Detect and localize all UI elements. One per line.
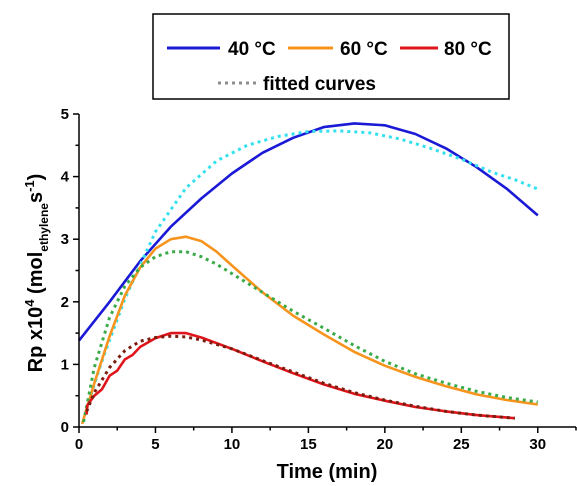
y-title-sub: ethylene	[37, 203, 51, 252]
y-title-paren-close: )	[25, 174, 47, 181]
y-tick-label: 5	[61, 106, 69, 123]
series-line-60C	[80, 235, 538, 425]
y-title-paren-open: (mol	[25, 252, 47, 300]
x-tick-label: 20	[377, 436, 394, 453]
y-title-base: Rp x10	[25, 307, 47, 373]
legend-label-40c: 40 °C	[228, 39, 276, 60]
y-tick-label: 0	[61, 419, 69, 436]
series-layer	[77, 122, 539, 425]
x-tick-label: 25	[453, 436, 470, 453]
x-tick-label: 15	[300, 436, 317, 453]
y-axis-title: Rp x104 (molethylenes-1)	[22, 174, 51, 373]
y-tick-label: 3	[61, 231, 69, 248]
x-tick-label: 30	[529, 436, 546, 453]
legend-box	[152, 13, 510, 100]
axes-layer: 0 5 10 15 20 25 30 0 1 2 3 4 5	[61, 106, 577, 453]
legend-label-fitted: fitted curves	[263, 74, 376, 95]
y-tick-label: 2	[61, 294, 69, 311]
legend-label-60c: 60 °C	[340, 39, 388, 60]
y-title-exp: 4	[22, 299, 37, 307]
legend-label-80c: 80 °C	[444, 39, 492, 60]
y-title-exp2: -1	[22, 180, 37, 192]
y-tick-label: 1	[61, 356, 69, 373]
series-line-40C	[77, 122, 539, 342]
series-line-80C-fit	[85, 334, 515, 420]
x-tick-label: 5	[151, 436, 159, 453]
x-tick-label: 0	[75, 436, 83, 453]
y-tick-label: 4	[61, 169, 70, 186]
legend: 40 °C 60 °C 80 °C fitted curves	[152, 13, 510, 100]
y-title-mid: s	[25, 192, 47, 203]
series-line-80C	[85, 331, 515, 420]
series-line-40C-fit	[85, 129, 539, 409]
x-axis-title: Time (min)	[277, 461, 378, 483]
series-line-60C-fit	[82, 250, 539, 423]
x-tick-label: 10	[224, 436, 241, 453]
